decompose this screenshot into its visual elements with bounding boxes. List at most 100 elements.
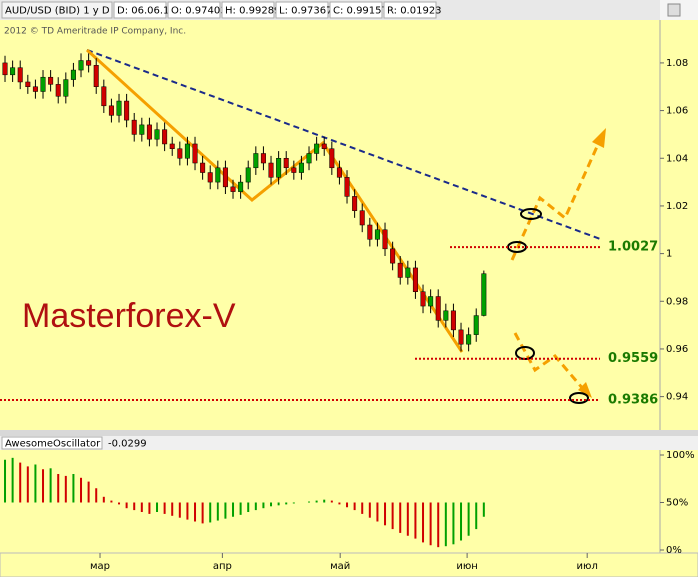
- candle-body: [443, 310, 449, 321]
- osc-bar: [315, 500, 318, 503]
- header-cell: [167, 1, 221, 19]
- candle-body: [473, 315, 479, 335]
- x-tick-label: июл: [577, 561, 598, 572]
- osc-bar: [216, 502, 219, 521]
- candle-body: [321, 143, 327, 149]
- candle-body: [481, 273, 487, 316]
- candle-body: [63, 79, 69, 97]
- osc-bar: [239, 502, 242, 515]
- y-tick-label: 100%: [666, 450, 695, 461]
- header-item: H: 0.99289: [225, 6, 280, 17]
- osc-bar: [368, 502, 371, 518]
- osc-title-box: [1, 436, 103, 450]
- osc-bar: [254, 502, 257, 511]
- header-cell: [329, 1, 383, 19]
- osc-value: -0.0299: [108, 439, 147, 450]
- osc-bar: [429, 502, 432, 546]
- osc-bar: [178, 502, 181, 518]
- osc-bar: [353, 502, 356, 511]
- candle-body: [139, 124, 145, 135]
- arrow-head: [578, 382, 592, 398]
- candle-body: [428, 296, 434, 307]
- y-tick-label: 0.98: [666, 296, 688, 307]
- candle-body: [146, 124, 152, 140]
- osc-bar: [110, 500, 113, 503]
- candle-body: [268, 162, 274, 178]
- osc-bar: [57, 474, 60, 503]
- candle-body: [162, 129, 168, 145]
- forecast-down: [513, 332, 586, 391]
- candle-body: [101, 86, 107, 107]
- header-item: D: 06.06.12: [117, 6, 176, 17]
- y-tick-label: 50%: [666, 498, 688, 509]
- candle-body: [344, 177, 350, 197]
- osc-bar: [148, 502, 151, 514]
- y-tick-label: 1: [666, 249, 672, 260]
- candle-body: [2, 62, 8, 76]
- candle-body: [412, 267, 418, 292]
- candle-body: [276, 158, 282, 178]
- osc-bar: [64, 475, 67, 503]
- osc-title: AwesomeOscillator: [5, 439, 101, 450]
- candle-body: [70, 69, 76, 80]
- osc-bar: [95, 488, 98, 503]
- osc-bar: [133, 502, 136, 511]
- osc-bar: [102, 496, 105, 503]
- osc-bar: [34, 464, 37, 503]
- osc-bar: [87, 481, 90, 503]
- marker-ellipse: [520, 208, 542, 220]
- candle-body: [390, 248, 396, 264]
- x-tick-label: май: [330, 561, 350, 572]
- header-cell: [1, 1, 113, 19]
- candle-body: [78, 60, 84, 71]
- candle-body: [374, 229, 380, 240]
- level-label: 1.0027: [608, 240, 658, 255]
- candle-body: [86, 60, 92, 66]
- header-cell: [275, 1, 329, 19]
- osc-bar: [460, 502, 463, 541]
- candle-body: [329, 148, 335, 169]
- osc-bar: [437, 502, 440, 548]
- osc-bar: [376, 502, 379, 522]
- header-item: C: 0.99157: [333, 6, 388, 17]
- osc-bar: [308, 501, 311, 503]
- y-tick-label: 0%: [666, 545, 682, 556]
- arrow-head: [592, 128, 606, 148]
- candle-body: [291, 167, 297, 173]
- osc-bar: [452, 502, 455, 545]
- candle-body: [32, 86, 38, 92]
- candle-body: [298, 162, 304, 173]
- candle-body: [215, 167, 221, 183]
- osc-bar: [444, 502, 447, 547]
- osc-bar: [277, 502, 280, 506]
- osc-bar: [232, 502, 235, 517]
- osc-bar: [186, 502, 189, 520]
- osc-bar: [118, 502, 121, 505]
- marker-ellipse: [569, 392, 589, 404]
- candle-body: [450, 310, 456, 331]
- candle-body: [367, 224, 373, 240]
- candle-body: [154, 129, 160, 140]
- candle-body: [306, 153, 312, 164]
- osc-bar: [399, 502, 402, 533]
- candle-body: [207, 172, 213, 183]
- header-cell: [113, 1, 167, 19]
- osc-bar: [391, 502, 394, 530]
- candle-body: [192, 143, 198, 164]
- osc-bar: [270, 502, 273, 507]
- header-item: O: 0.97403: [171, 6, 227, 17]
- osc-bar: [26, 466, 29, 503]
- candle-body: [116, 100, 122, 116]
- x-tick-label: июн: [456, 561, 477, 572]
- osc-bar: [338, 502, 341, 505]
- osc-bar: [156, 502, 159, 512]
- candle-body: [336, 167, 342, 178]
- copyright: 2012 © TD Ameritrade IP Company, Inc.: [4, 27, 186, 37]
- x-tick-label: апр: [213, 561, 232, 572]
- osc-bar: [11, 457, 14, 503]
- panel-button[interactable]: [667, 3, 681, 17]
- candle-body: [25, 81, 31, 87]
- osc-bar: [475, 502, 478, 530]
- osc-bar: [323, 499, 326, 503]
